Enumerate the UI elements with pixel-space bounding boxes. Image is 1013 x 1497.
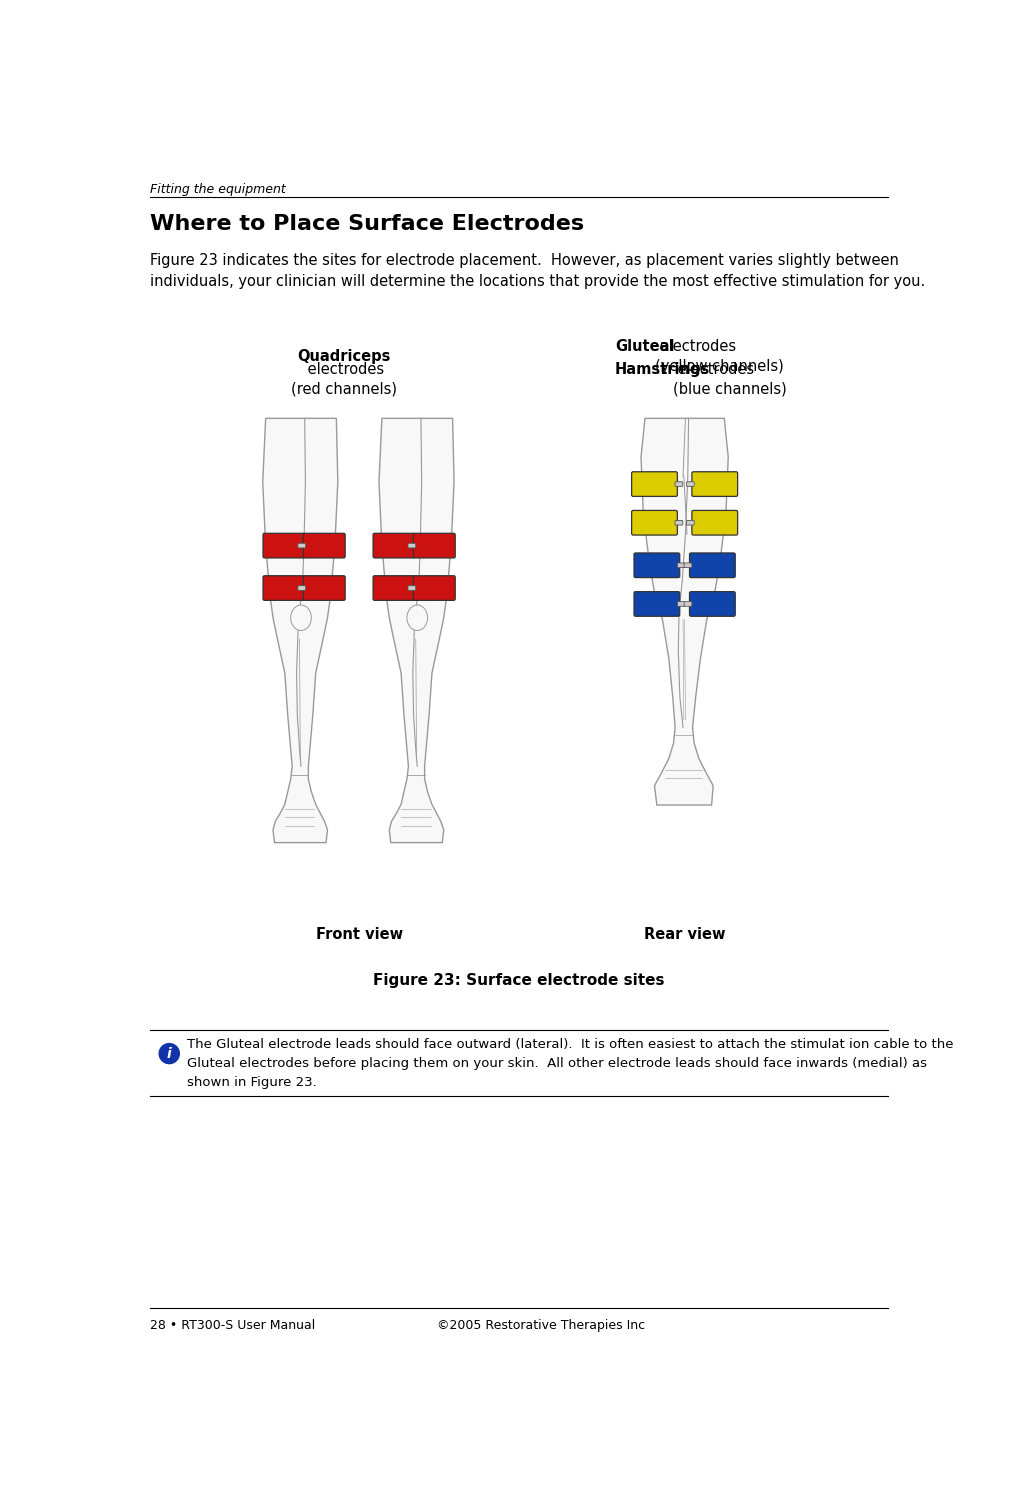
Text: Gluteal: Gluteal [615,338,675,353]
FancyBboxPatch shape [298,543,306,548]
FancyBboxPatch shape [298,585,306,590]
Text: 28 • RT300-S User Manual: 28 • RT300-S User Manual [150,1319,315,1332]
FancyBboxPatch shape [634,591,680,617]
Text: Figure 23: Surface electrode sites: Figure 23: Surface electrode sites [373,973,665,988]
FancyBboxPatch shape [408,585,415,590]
FancyBboxPatch shape [632,472,678,497]
Text: electrodes
(blue channels): electrodes (blue channels) [673,362,787,397]
FancyBboxPatch shape [303,543,310,548]
FancyBboxPatch shape [632,510,678,534]
Ellipse shape [291,605,311,630]
FancyBboxPatch shape [690,552,735,578]
FancyBboxPatch shape [678,602,685,606]
FancyBboxPatch shape [684,563,692,567]
Circle shape [159,1043,179,1063]
Text: The Gluteal electrode leads should face outward (lateral).  It is often easiest : The Gluteal electrode leads should face … [187,1039,953,1090]
FancyBboxPatch shape [303,533,345,558]
FancyBboxPatch shape [678,563,685,567]
FancyBboxPatch shape [263,576,305,600]
FancyBboxPatch shape [412,585,420,590]
FancyBboxPatch shape [687,521,694,525]
FancyBboxPatch shape [373,533,415,558]
Text: Fitting the equipment: Fitting the equipment [150,184,286,196]
FancyBboxPatch shape [692,510,737,534]
FancyBboxPatch shape [675,482,683,487]
Text: i: i [167,1046,171,1060]
FancyBboxPatch shape [690,591,735,617]
FancyBboxPatch shape [412,543,420,548]
FancyBboxPatch shape [684,602,692,606]
FancyBboxPatch shape [303,585,310,590]
Text: Where to Place Surface Electrodes: Where to Place Surface Electrodes [150,214,585,235]
FancyBboxPatch shape [675,521,683,525]
Text: Rear view: Rear view [644,927,725,942]
FancyBboxPatch shape [408,543,415,548]
Text: Hamstrings: Hamstrings [615,362,710,377]
Text: electrodes
(yellow channels): electrodes (yellow channels) [655,338,784,374]
Text: Quadriceps: Quadriceps [297,349,390,364]
FancyBboxPatch shape [413,576,455,600]
Polygon shape [262,418,337,843]
FancyBboxPatch shape [634,552,680,578]
FancyBboxPatch shape [263,533,305,558]
Ellipse shape [407,605,427,630]
Text: ©2005 Restorative Therapies Inc: ©2005 Restorative Therapies Inc [437,1319,644,1332]
Text: Front view: Front view [316,927,403,942]
Polygon shape [641,418,728,805]
Text: Figure 23 indicates the sites for electrode placement.  However, as placement va: Figure 23 indicates the sites for electr… [150,253,925,289]
Polygon shape [379,418,454,843]
FancyBboxPatch shape [373,576,415,600]
FancyBboxPatch shape [687,482,694,487]
FancyBboxPatch shape [303,576,345,600]
FancyBboxPatch shape [413,533,455,558]
FancyBboxPatch shape [692,472,737,497]
Text: electrodes
(red channels): electrodes (red channels) [291,362,397,397]
